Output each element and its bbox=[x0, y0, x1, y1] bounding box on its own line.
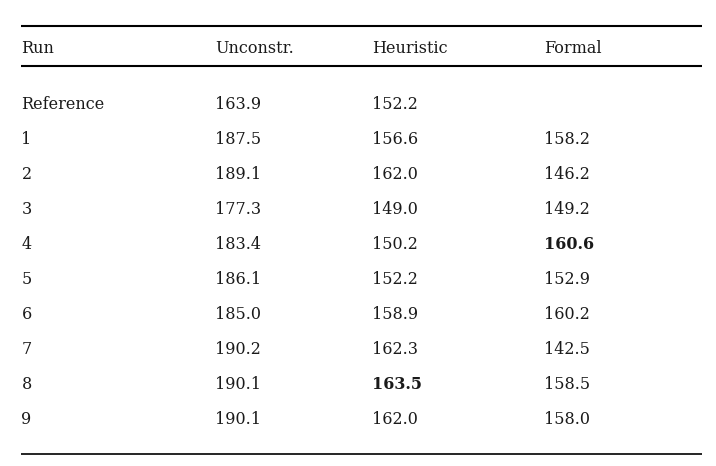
Text: 146.2: 146.2 bbox=[544, 166, 590, 183]
Text: 3: 3 bbox=[21, 201, 32, 218]
Text: 156.6: 156.6 bbox=[372, 131, 418, 148]
Text: Formal: Formal bbox=[544, 41, 601, 57]
Text: 162.0: 162.0 bbox=[372, 166, 418, 183]
Text: 162.3: 162.3 bbox=[372, 341, 418, 358]
Text: 190.2: 190.2 bbox=[215, 341, 261, 358]
Text: 177.3: 177.3 bbox=[215, 201, 261, 218]
Text: Heuristic: Heuristic bbox=[372, 41, 448, 57]
Text: 160.2: 160.2 bbox=[544, 306, 590, 323]
Text: 1: 1 bbox=[21, 131, 32, 148]
Text: 2: 2 bbox=[21, 166, 32, 183]
Text: 7: 7 bbox=[21, 341, 32, 358]
Text: 4: 4 bbox=[21, 236, 32, 253]
Text: 5: 5 bbox=[21, 271, 32, 288]
Text: 190.1: 190.1 bbox=[215, 376, 261, 393]
Text: 152.9: 152.9 bbox=[544, 271, 590, 288]
Text: 158.0: 158.0 bbox=[544, 411, 590, 428]
Text: 142.5: 142.5 bbox=[544, 341, 590, 358]
Text: Reference: Reference bbox=[21, 96, 105, 113]
Text: Unconstr.: Unconstr. bbox=[215, 41, 294, 57]
Text: 160.6: 160.6 bbox=[544, 236, 594, 253]
Text: 6: 6 bbox=[21, 306, 32, 323]
Text: 186.1: 186.1 bbox=[215, 271, 261, 288]
Text: 163.9: 163.9 bbox=[215, 96, 261, 113]
Text: 152.2: 152.2 bbox=[372, 96, 418, 113]
Text: 8: 8 bbox=[21, 376, 32, 393]
Text: 158.5: 158.5 bbox=[544, 376, 590, 393]
Text: 150.2: 150.2 bbox=[372, 236, 418, 253]
Text: 189.1: 189.1 bbox=[215, 166, 261, 183]
Text: 9: 9 bbox=[21, 411, 32, 428]
Text: 152.2: 152.2 bbox=[372, 271, 418, 288]
Text: 183.4: 183.4 bbox=[215, 236, 261, 253]
Text: 149.2: 149.2 bbox=[544, 201, 590, 218]
Text: 163.5: 163.5 bbox=[372, 376, 422, 393]
Text: 158.2: 158.2 bbox=[544, 131, 590, 148]
Text: 162.0: 162.0 bbox=[372, 411, 418, 428]
Text: 190.1: 190.1 bbox=[215, 411, 261, 428]
Text: Run: Run bbox=[21, 41, 54, 57]
Text: 185.0: 185.0 bbox=[215, 306, 261, 323]
Text: 187.5: 187.5 bbox=[215, 131, 261, 148]
Text: 158.9: 158.9 bbox=[372, 306, 418, 323]
Text: 149.0: 149.0 bbox=[372, 201, 418, 218]
